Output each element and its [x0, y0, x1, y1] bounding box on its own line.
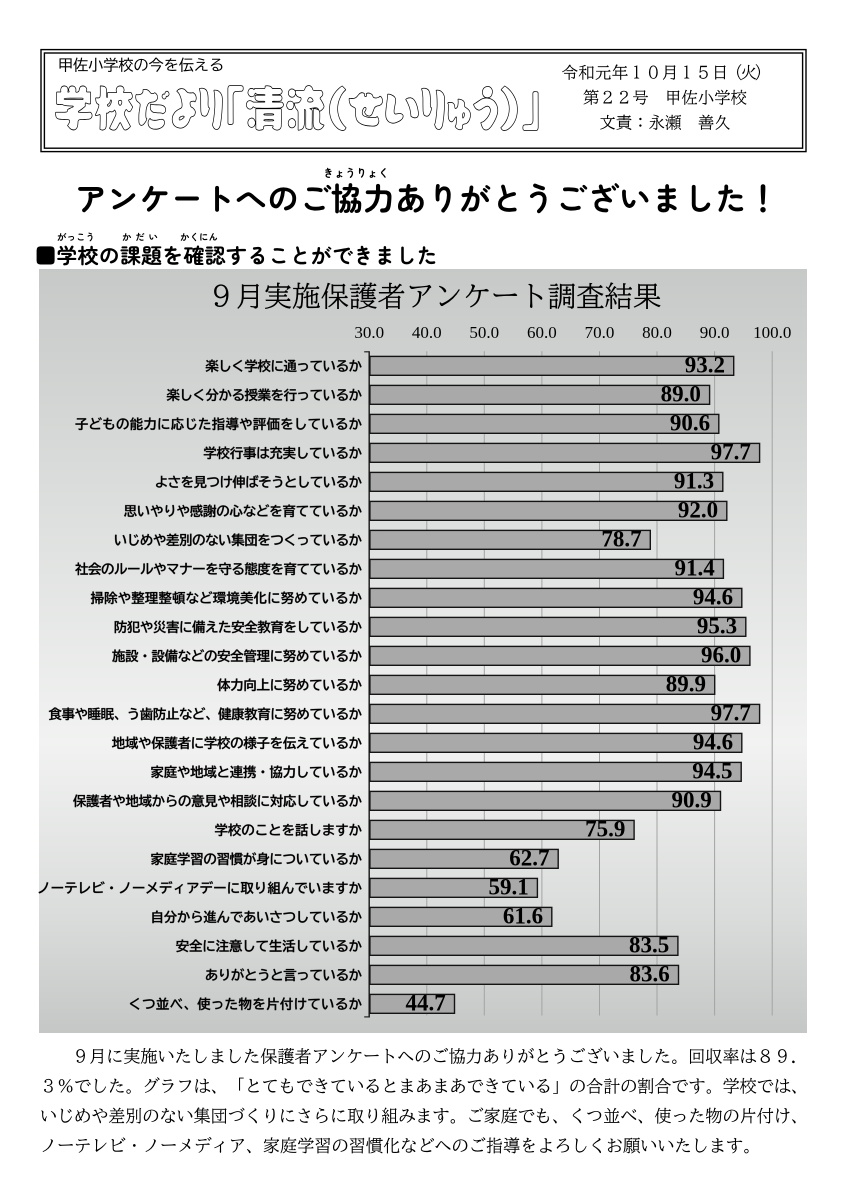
svg-text:92.0: 92.0	[678, 498, 718, 523]
svg-text:50.0: 50.0	[469, 323, 499, 342]
svg-text:83.6: 83.6	[630, 962, 670, 987]
svg-text:80.0: 80.0	[642, 323, 672, 342]
svg-text:95.3: 95.3	[697, 614, 737, 639]
svg-text:62.7: 62.7	[509, 846, 549, 871]
svg-text:90.0: 90.0	[700, 323, 730, 342]
svg-text:61.6: 61.6	[503, 904, 543, 929]
svg-text:91.3: 91.3	[674, 469, 714, 494]
svg-text:89.9: 89.9	[666, 672, 706, 697]
svg-text:91.4: 91.4	[674, 556, 715, 581]
svg-text:97.7: 97.7	[711, 701, 751, 726]
svg-text:94.6: 94.6	[693, 730, 733, 755]
svg-text:59.1: 59.1	[488, 875, 528, 900]
svg-text:94.6: 94.6	[693, 585, 733, 610]
svg-text:70.0: 70.0	[585, 323, 615, 342]
svg-text:93.2: 93.2	[685, 353, 725, 378]
svg-text:44.7: 44.7	[406, 991, 446, 1016]
svg-text:78.7: 78.7	[601, 527, 641, 552]
svg-text:40.0: 40.0	[412, 323, 442, 342]
svg-text:89.0: 89.0	[661, 382, 701, 407]
svg-text:83.5: 83.5	[629, 933, 669, 958]
svg-text:96.0: 96.0	[701, 643, 741, 668]
svg-text:60.0: 60.0	[527, 323, 557, 342]
svg-text:97.7: 97.7	[711, 440, 751, 465]
svg-text:90.6: 90.6	[670, 411, 710, 436]
svg-text:94.5: 94.5	[692, 759, 732, 784]
svg-text:90.9: 90.9	[672, 788, 712, 813]
svg-text:100.0: 100.0	[753, 323, 791, 342]
svg-text:75.9: 75.9	[585, 817, 625, 842]
svg-text:30.0: 30.0	[354, 323, 384, 342]
